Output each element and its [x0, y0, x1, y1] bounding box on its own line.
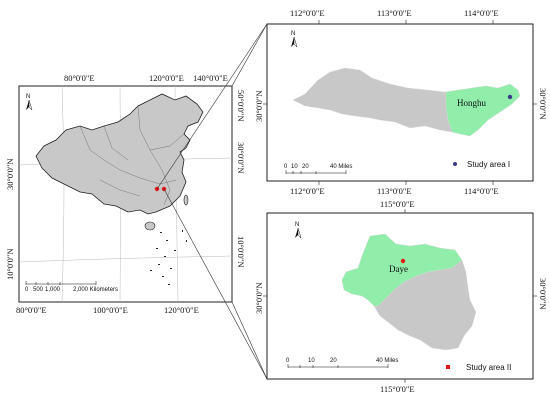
inset1-legend-text: Study area I [467, 160, 510, 169]
inset1-legend: Study area I [453, 160, 510, 169]
inset1-top-lon-114: 114°0'0"E [464, 8, 499, 18]
main-bottom-lon-120: 120°0'0"E [164, 305, 199, 315]
inset2-scale-40: 40 Miles [376, 358, 398, 364]
inset2-top-lon-115: 115°0'0"E [380, 199, 415, 209]
inset2-scale-10: 10 [308, 358, 315, 364]
main-scale-500: 500 [33, 287, 44, 293]
inset1-bottom-lon-114: 114°0'0"E [464, 186, 499, 196]
main-left-lat-10: 10°0'0"N [5, 248, 15, 280]
main-map: N 0 500 1,000 2,000 Kilometers 80°0'0"E … [5, 73, 246, 315]
islands [144, 194, 189, 231]
inset1-left-lat: 30°0'0"N [254, 90, 264, 122]
inset-daye: Daye N 0 10 20 40 Miles Study area II 11… [254, 199, 548, 394]
inset2-bottom-lon-115: 115°0'0"E [380, 384, 415, 394]
inset1-bottom-lon-112: 112°0'0"E [290, 186, 325, 196]
inset2-ticks [263, 209, 537, 383]
inset1-scale-0: 0 [284, 164, 288, 170]
main-north-arrow: N [26, 94, 33, 111]
inset2-scale-bar: 0 10 20 40 Miles [286, 358, 398, 368]
main-scale-2000: 2,000 Kilometers [73, 287, 118, 293]
main-scale-1000: 1,000 [45, 287, 61, 293]
honghu-label: Honghu [457, 98, 486, 108]
inset1-scale-10: 10 [291, 164, 298, 170]
main-right-lat-50: 50°0'0"N [236, 90, 246, 122]
inset1-top-lon-113: 113°0'0"E [377, 8, 412, 18]
main-top-lon-120: 120°0'0"E [149, 73, 184, 83]
honghu-marker [507, 94, 513, 100]
inset1-top-lon-112: 112°0'0"E [290, 8, 325, 18]
inset1-scale-20: 20 [302, 164, 309, 170]
inset2-legend: Study area II [446, 363, 511, 372]
inset-honghu: Honghu N 0 10 20 40 Miles Study area I 1… [254, 8, 548, 196]
main-right-lat-10: 10°0'0"N [236, 236, 246, 268]
main-right-lat-30: 30°0'0"N [236, 142, 246, 174]
province-borders [79, 105, 185, 206]
inset2-left-lat: 30°0'0"N [254, 282, 264, 314]
inset1-bottom-lon-113: 113°0'0"E [377, 186, 412, 196]
honghu-study-area [445, 83, 521, 137]
inset1-north-arrow: N [291, 31, 298, 48]
inset2-right-lat: 30°0'0"N [538, 278, 548, 310]
main-top-lon-140: 140°0'0"E [193, 73, 228, 83]
inset1-scale-40: 40 Miles [330, 164, 352, 170]
inset1-north-label: N [291, 31, 295, 37]
main-left-lat-30: 30°0'0"N [5, 158, 15, 190]
inset2-legend-text: Study area II [466, 363, 511, 372]
connector-lines [156, 23, 268, 380]
inset1-right-lat: 30°0'0"N [538, 88, 548, 120]
inset2-north-arrow: N [295, 222, 302, 239]
inset2-scale-0: 0 [286, 358, 290, 364]
inset2-north-label: N [295, 222, 299, 228]
main-scale-0: 0 [25, 287, 29, 293]
inset1-ticks [263, 20, 537, 185]
main-bottom-lon-100: 100°0'0"E [93, 305, 128, 315]
main-bottom-lon-80: 80°0'0"E [16, 305, 47, 315]
south-sea-islands [150, 230, 187, 285]
daye-study-area [341, 233, 463, 307]
china-landmass [35, 93, 204, 215]
inset2-scale-20: 20 [330, 358, 337, 364]
main-scale-bar: 0 500 1,000 2,000 Kilometers [25, 281, 118, 293]
main-north-label: N [26, 94, 30, 100]
daye-label: Daye [389, 264, 408, 274]
daye-marker [400, 258, 406, 264]
inset1-scale-bar: 0 10 20 40 Miles [284, 164, 352, 174]
main-top-lon-80: 80°0'0"E [64, 73, 95, 83]
